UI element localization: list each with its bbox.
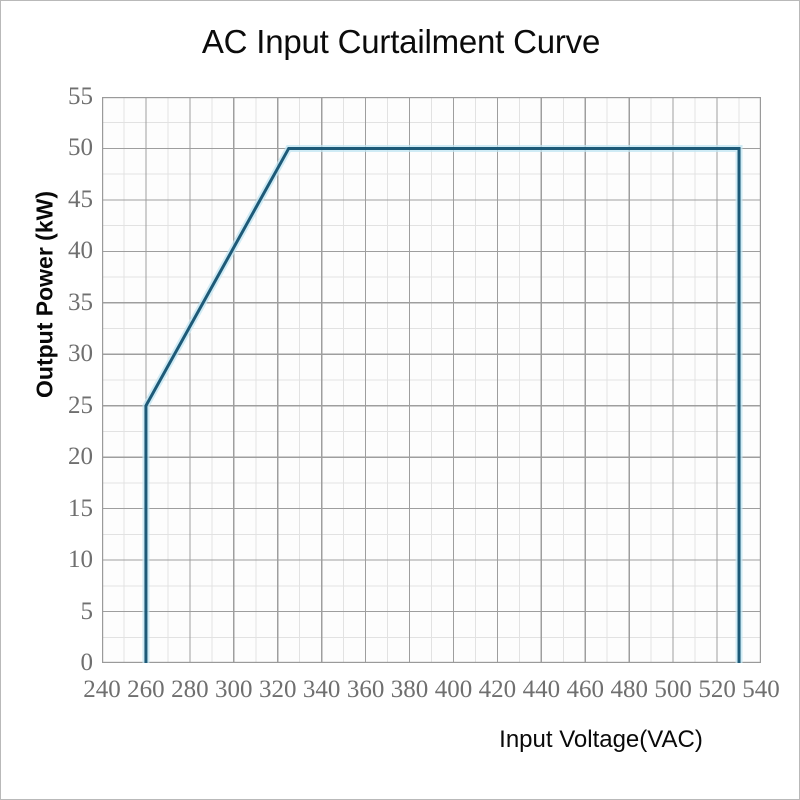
x-axis-tick-label: 460 <box>566 676 605 703</box>
y-axis-tick-label: 40 <box>68 237 93 265</box>
x-axis-tick-label: 540 <box>742 676 780 703</box>
plot-frame <box>102 97 761 663</box>
x-axis-tick-label: 320 <box>258 676 297 703</box>
x-axis-tick-label: 240 <box>83 676 121 703</box>
x-axis-tick-label: 520 <box>698 676 736 703</box>
x-axis-tick-label: 500 <box>654 676 692 703</box>
x-axis-tick-label: 340 <box>302 676 341 703</box>
y-axis-tick-label: 10 <box>68 546 93 574</box>
x-axis-tick-label: 400 <box>434 676 473 703</box>
axis-frame <box>102 97 761 663</box>
y-axis-tick-label: 50 <box>68 134 93 162</box>
y-axis-tick-label: 0 <box>80 649 94 676</box>
x-axis-title: Input Voltage(VAC) <box>499 726 703 753</box>
y-axis-tick-label: 25 <box>68 391 93 419</box>
x-axis-tick-label: 440 <box>522 676 561 703</box>
plot-svg <box>102 97 761 663</box>
x-axis-tick-label: 280 <box>171 676 209 703</box>
chart-title: AC Input Curtailment Curve <box>201 23 601 60</box>
y-axis-tick-label: 45 <box>68 185 93 213</box>
y-axis-tick-label: 30 <box>68 340 93 368</box>
y-axis-tick-labels: 0 5 10 15 20 25 30 35 40 45 50 55 <box>15 1 94 799</box>
x-axis-tick-label: 360 <box>346 676 385 703</box>
x-axis-tick-label: 420 <box>478 676 517 703</box>
y-axis-tick-label: 5 <box>80 597 94 625</box>
x-axis-tick-label: 480 <box>610 676 648 703</box>
y-axis-tick-label: 20 <box>68 443 93 471</box>
x-axis-tick-label: 260 <box>127 676 165 703</box>
curve-line <box>144 146 741 663</box>
y-axis-tick-label: 15 <box>68 494 93 522</box>
plot-area <box>102 97 761 663</box>
x-axis-tick-label: 300 <box>215 676 253 703</box>
curtailment-curve <box>142 144 743 663</box>
y-axis-tick-label: 55 <box>68 83 93 110</box>
y-axis-tick-label: 35 <box>68 288 93 316</box>
x-axis-tick-label: 380 <box>390 676 429 703</box>
